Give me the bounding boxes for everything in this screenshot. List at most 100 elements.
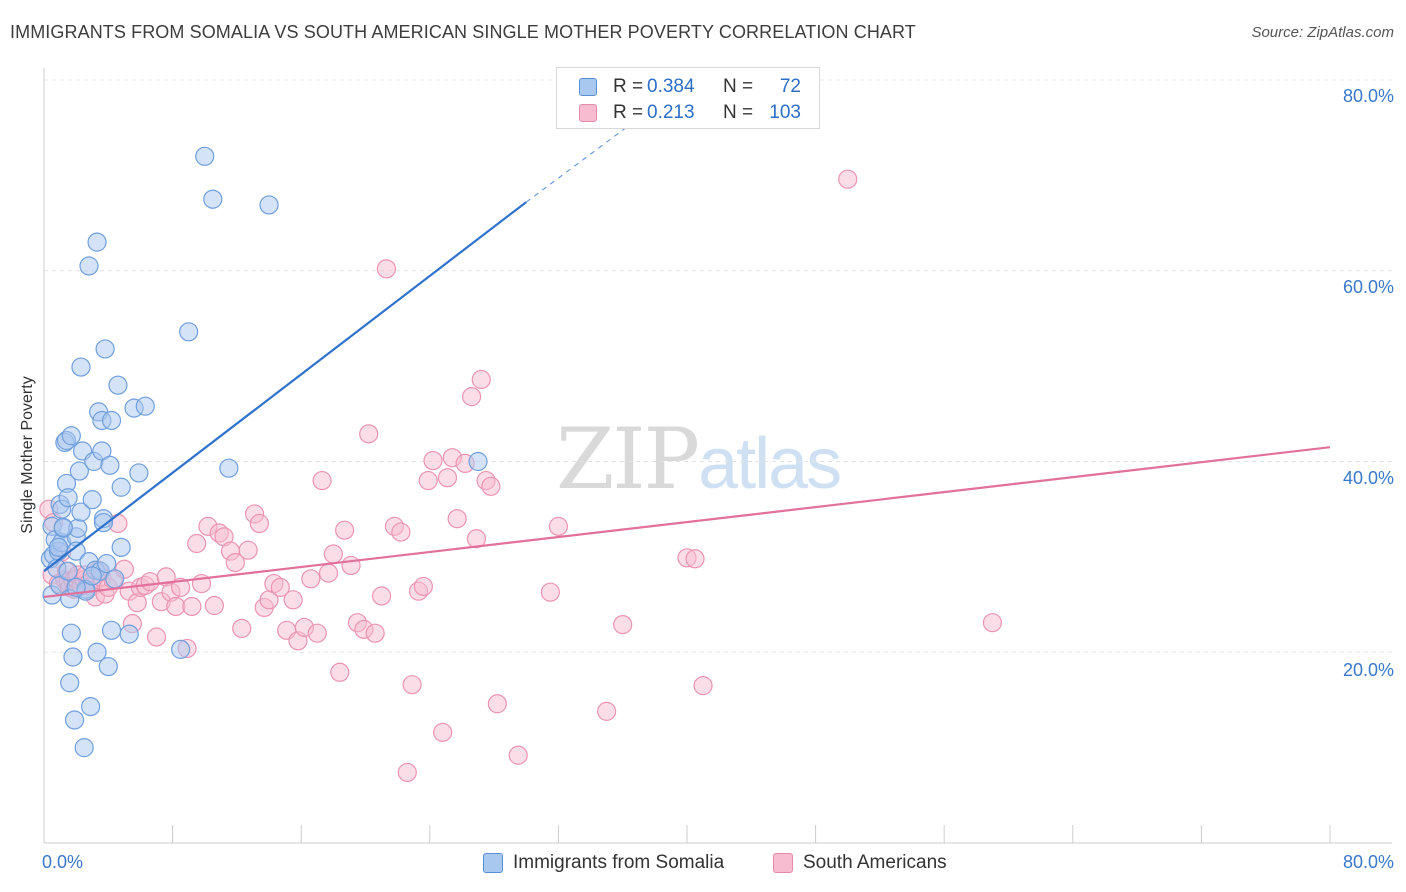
chart-source: Source: ZipAtlas.com <box>1251 24 1394 41</box>
data-point <box>437 468 458 488</box>
data-point <box>391 522 411 542</box>
data-point <box>270 577 290 597</box>
watermark-atlas: atlas <box>698 424 842 504</box>
trend-lines <box>43 117 1331 599</box>
series-legend: Immigrants from Somalia South Americans <box>0 852 1406 878</box>
data-point <box>93 512 114 533</box>
data-points <box>39 146 1003 783</box>
data-point <box>433 722 453 742</box>
data-point <box>82 566 102 586</box>
trend-line <box>43 201 527 573</box>
axes <box>43 68 1392 844</box>
legend-item-south-americans[interactable]: South Americans <box>773 852 947 874</box>
data-point <box>108 375 128 395</box>
data-point <box>61 623 81 643</box>
data-point <box>101 620 122 640</box>
data-point <box>402 675 422 695</box>
legend-item-somalia[interactable]: Immigrants from Somalia <box>483 852 724 874</box>
data-point <box>87 232 107 252</box>
data-point <box>323 544 343 564</box>
data-point <box>397 762 417 783</box>
data-point <box>171 639 191 659</box>
y-tick-label: 20.0% <box>1342 660 1394 680</box>
data-point <box>119 624 139 644</box>
watermark: ZIPatlas <box>556 410 842 508</box>
n-value: 72 <box>779 76 801 97</box>
r-value: 0.384 <box>647 76 695 97</box>
data-point <box>838 169 858 189</box>
data-point <box>423 450 443 471</box>
data-point <box>135 396 155 416</box>
y-axis-label: Single Mother Poverty <box>19 376 36 534</box>
n-label: N = <box>723 102 754 123</box>
data-point <box>376 259 396 279</box>
data-point <box>81 697 101 717</box>
data-point <box>140 572 160 592</box>
data-point <box>461 387 482 407</box>
data-point <box>359 424 379 444</box>
data-point <box>471 369 491 390</box>
data-point <box>613 614 633 635</box>
data-point <box>259 195 279 215</box>
data-point <box>111 477 131 497</box>
legend-row-south-americans: R = 0.213 N = 103 <box>579 101 801 125</box>
data-point <box>318 563 339 583</box>
data-point <box>100 455 120 475</box>
legend-swatch-south-americans <box>579 104 597 122</box>
data-point <box>508 745 528 765</box>
legend-swatch-south-americans <box>773 853 793 873</box>
data-point <box>447 509 467 529</box>
n-value: 103 <box>769 102 801 123</box>
data-point <box>487 694 507 714</box>
data-point <box>60 673 80 693</box>
data-point <box>97 553 117 574</box>
data-point <box>685 549 705 569</box>
legend-row-somalia: R = 0.384 N = 72 <box>579 75 801 99</box>
data-point <box>693 676 713 696</box>
r-label: R = <box>613 102 644 123</box>
data-point <box>82 490 102 510</box>
data-point <box>71 357 91 377</box>
data-point <box>146 627 167 647</box>
trend-extension <box>525 117 640 203</box>
r-label: R = <box>613 76 644 97</box>
data-point <box>92 441 112 461</box>
data-point <box>307 623 327 643</box>
n-label: N = <box>723 76 754 97</box>
data-point <box>95 339 115 359</box>
data-point <box>182 596 202 617</box>
data-point <box>101 410 122 431</box>
data-point <box>335 520 355 540</box>
data-point <box>371 586 392 606</box>
data-point <box>540 582 560 602</box>
data-point <box>87 642 107 662</box>
data-point <box>79 256 99 276</box>
data-point <box>468 451 488 472</box>
data-point <box>232 618 252 639</box>
data-point <box>64 710 85 730</box>
y-tick-label: 80.0% <box>1342 86 1394 106</box>
data-point <box>179 322 199 342</box>
legend-label: Immigrants from Somalia <box>513 852 725 873</box>
data-point <box>166 596 186 617</box>
data-point <box>74 738 94 758</box>
data-point <box>105 569 125 589</box>
data-point <box>301 569 321 589</box>
data-point <box>195 146 215 166</box>
data-point <box>219 458 239 478</box>
trend-line <box>43 446 1331 599</box>
data-point <box>204 595 224 616</box>
data-point <box>365 623 385 643</box>
data-point <box>466 529 487 549</box>
r-value: 0.213 <box>647 102 695 123</box>
data-point <box>225 552 245 573</box>
data-point <box>413 576 433 597</box>
data-point <box>63 647 83 667</box>
data-point <box>548 516 569 536</box>
data-point <box>341 555 361 576</box>
y-tick-label: 60.0% <box>1342 277 1394 297</box>
data-point <box>61 426 81 446</box>
legend-swatch-somalia <box>483 853 503 873</box>
data-point <box>53 517 73 537</box>
